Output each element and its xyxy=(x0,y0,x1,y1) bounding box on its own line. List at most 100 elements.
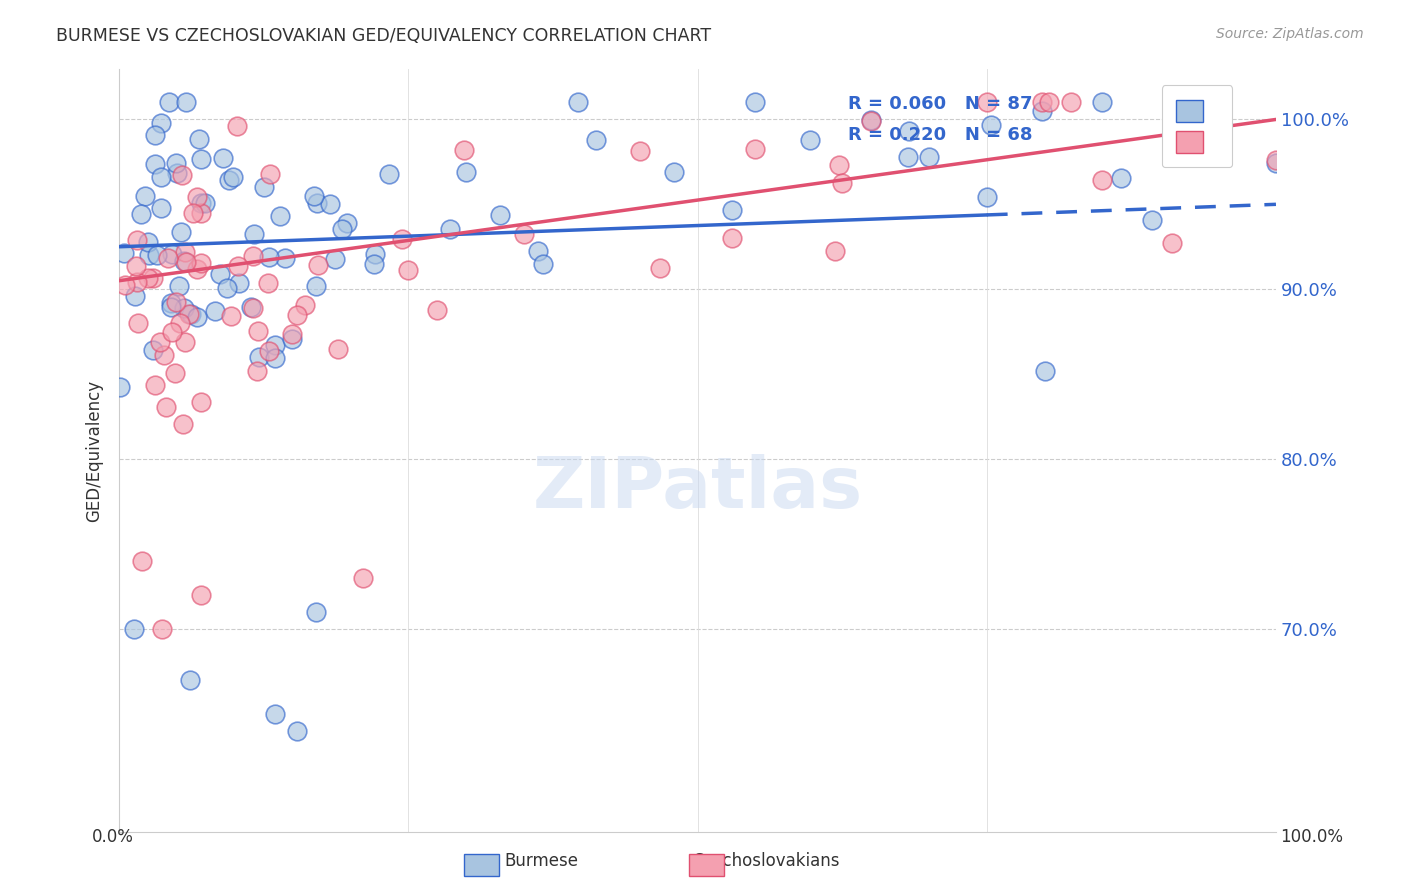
Point xyxy=(225,119,247,133)
Point xyxy=(398,263,420,277)
Point xyxy=(242,249,264,263)
Point xyxy=(860,113,883,128)
Point xyxy=(174,335,197,350)
Point xyxy=(127,316,149,330)
Point xyxy=(176,95,198,110)
Legend: , : , xyxy=(1161,86,1232,167)
Point xyxy=(828,158,851,172)
Point xyxy=(305,605,328,619)
Point xyxy=(426,302,449,317)
Point xyxy=(259,167,281,181)
Point xyxy=(263,338,285,352)
Point xyxy=(294,297,316,311)
Point xyxy=(179,673,201,687)
Text: Czechoslovakians: Czechoslovakians xyxy=(693,852,839,870)
Point xyxy=(169,317,191,331)
Point xyxy=(585,133,607,147)
Point xyxy=(218,173,240,187)
Point xyxy=(980,118,1002,132)
Point xyxy=(165,295,187,310)
Point xyxy=(824,244,846,258)
Point xyxy=(257,251,280,265)
Point xyxy=(129,207,152,221)
Point xyxy=(180,307,202,321)
Point xyxy=(246,324,269,338)
Point xyxy=(281,327,304,342)
Point xyxy=(1265,156,1288,170)
Text: R = 0.220   N = 68: R = 0.220 N = 68 xyxy=(848,126,1032,144)
Point xyxy=(897,124,920,138)
Point xyxy=(122,622,145,636)
Point xyxy=(513,227,536,242)
Point xyxy=(173,253,195,268)
Point xyxy=(391,232,413,246)
Point xyxy=(1187,95,1209,110)
Point xyxy=(1031,104,1053,119)
Point xyxy=(190,588,212,602)
Point xyxy=(263,706,285,721)
Point xyxy=(187,132,209,146)
Point xyxy=(664,165,686,179)
Point xyxy=(1038,95,1060,110)
Point xyxy=(240,300,263,314)
Point xyxy=(194,196,217,211)
Point xyxy=(304,188,326,202)
Point xyxy=(489,208,512,222)
Point xyxy=(181,206,204,220)
Point xyxy=(125,276,148,290)
Text: ZIPatlas: ZIPatlas xyxy=(533,454,863,523)
Text: Source: ZipAtlas.com: Source: ZipAtlas.com xyxy=(1216,27,1364,41)
Point xyxy=(1091,95,1114,110)
Text: 100.0%: 100.0% xyxy=(1279,828,1343,846)
Point xyxy=(377,167,399,181)
Point xyxy=(243,227,266,241)
Text: R = 0.060   N = 87: R = 0.060 N = 87 xyxy=(848,95,1032,113)
Point xyxy=(897,150,920,164)
Point xyxy=(186,310,208,324)
Point xyxy=(567,95,589,110)
Point xyxy=(143,378,166,392)
Point xyxy=(364,246,387,260)
Point xyxy=(264,351,287,365)
Point xyxy=(281,332,304,346)
Point xyxy=(186,262,208,277)
Point xyxy=(150,622,173,636)
Point xyxy=(177,307,200,321)
Point xyxy=(150,169,173,184)
Point xyxy=(114,277,136,292)
Point xyxy=(628,144,651,158)
Point xyxy=(242,301,264,316)
Text: 0.0%: 0.0% xyxy=(91,828,134,846)
Point xyxy=(165,156,187,170)
Text: BURMESE VS CZECHOSLOVAKIAN GED/EQUIVALENCY CORRELATION CHART: BURMESE VS CZECHOSLOVAKIAN GED/EQUIVALEN… xyxy=(56,27,711,45)
Point xyxy=(1206,95,1229,110)
Point xyxy=(1033,364,1056,378)
Point xyxy=(305,196,328,211)
Point xyxy=(799,133,821,147)
Point xyxy=(190,256,212,270)
Point xyxy=(918,150,941,164)
Text: Burmese: Burmese xyxy=(505,852,578,870)
Point xyxy=(1109,171,1132,186)
Point xyxy=(273,251,295,265)
Point xyxy=(153,348,176,362)
Point xyxy=(155,400,177,414)
Point xyxy=(527,244,550,258)
Point xyxy=(307,258,329,272)
Point xyxy=(319,197,342,211)
Y-axis label: GED/Equivalency: GED/Equivalency xyxy=(86,379,103,522)
Point xyxy=(285,723,308,738)
Point xyxy=(174,254,197,268)
Point xyxy=(217,281,239,295)
Point xyxy=(226,259,249,273)
Point xyxy=(439,222,461,236)
Point xyxy=(166,166,188,180)
Point xyxy=(172,417,194,431)
Point xyxy=(157,95,180,110)
Point xyxy=(253,179,276,194)
Point xyxy=(143,128,166,143)
Point xyxy=(190,196,212,211)
Point xyxy=(257,344,280,359)
Point xyxy=(721,202,744,217)
Point xyxy=(167,279,190,293)
